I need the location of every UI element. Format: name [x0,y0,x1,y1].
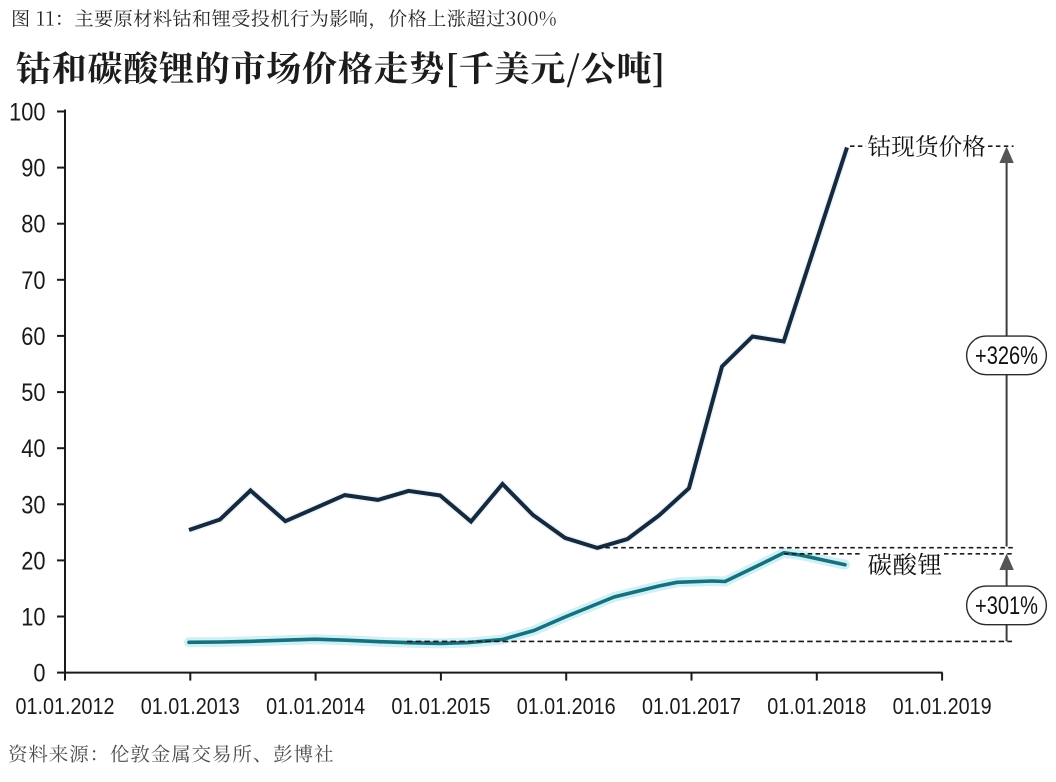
svg-text:90: 90 [21,155,45,183]
svg-text:01.01.2014: 01.01.2014 [266,693,365,719]
svg-text:01.01.2013: 01.01.2013 [141,693,240,719]
svg-text:01.01.2017: 01.01.2017 [642,693,741,719]
svg-text:+301%: +301% [975,592,1038,620]
svg-text:100: 100 [9,99,45,127]
svg-text:01.01.2015: 01.01.2015 [391,693,490,719]
svg-text:+326%: +326% [975,342,1038,370]
svg-text:01.01.2012: 01.01.2012 [16,693,115,719]
svg-text:40: 40 [21,435,45,463]
svg-text:30: 30 [21,491,45,519]
svg-text:70: 70 [21,267,45,295]
svg-text:60: 60 [21,323,45,351]
svg-text:50: 50 [21,379,45,407]
svg-text:80: 80 [21,211,45,239]
svg-text:20: 20 [21,547,45,575]
svg-text:0: 0 [33,660,45,688]
svg-text:10: 10 [21,604,45,632]
svg-text:01.01.2018: 01.01.2018 [767,693,866,719]
svg-text:01.01.2016: 01.01.2016 [517,693,616,719]
svg-text:01.01.2019: 01.01.2019 [893,693,992,719]
